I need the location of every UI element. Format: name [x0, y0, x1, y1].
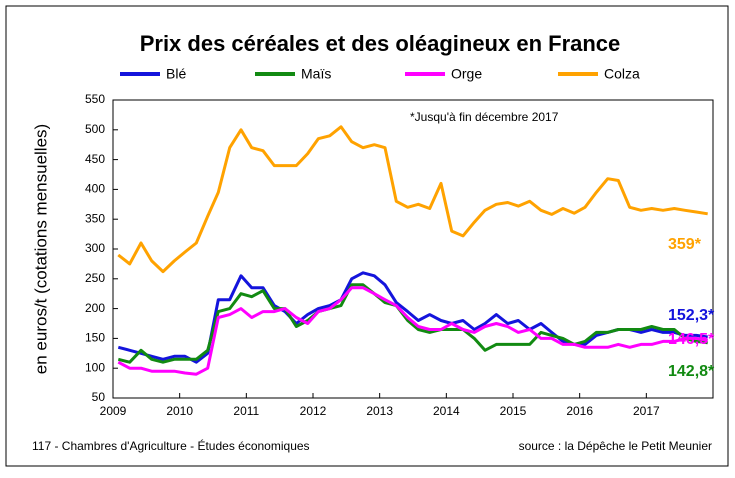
footer-right: source : la Dépêche le Petit Meunier [519, 439, 712, 453]
x-tick-label: 2013 [366, 404, 393, 418]
legend-label: Maïs [301, 66, 331, 82]
y-tick-label: 550 [85, 92, 105, 106]
x-tick-label: 2012 [300, 404, 327, 418]
series-line [117, 283, 708, 364]
end-label: 359* [668, 236, 702, 253]
legend-label: Colza [604, 66, 640, 82]
annotation: *Jusqu'à fin décembre 2017 [410, 110, 559, 124]
y-tick-label: 400 [85, 182, 105, 196]
footer-left: 117 - Chambres d'Agriculture - Études éc… [32, 438, 310, 453]
x-tick-label: 2009 [100, 404, 127, 418]
end-label: 152,3* [668, 307, 715, 324]
y-tick-label: 300 [85, 241, 105, 255]
x-tick-label: 2016 [566, 404, 593, 418]
end-label: 146,5* [668, 331, 715, 348]
y-tick-label: 200 [85, 301, 105, 315]
series-line [117, 286, 708, 376]
chart-title: Prix des céréales et des oléagineux en F… [140, 31, 621, 56]
series-line [117, 125, 708, 274]
x-tick-label: 2015 [500, 404, 527, 418]
y-tick-label: 500 [85, 122, 105, 136]
legend-label: Orge [451, 66, 482, 82]
y-tick-label: 250 [85, 271, 105, 285]
y-tick-label: 350 [85, 211, 105, 225]
x-tick-label: 2010 [166, 404, 193, 418]
y-tick-label: 100 [85, 360, 105, 374]
end-label: 142,8* [668, 363, 715, 380]
x-tick-label: 2011 [233, 404, 259, 418]
x-tick-label: 2017 [633, 404, 660, 418]
y-tick-label: 450 [85, 152, 105, 166]
frame [5, 5, 729, 467]
legend-label: Blé [166, 66, 186, 82]
y-tick-label: 150 [85, 331, 105, 345]
x-tick-label: 2014 [433, 404, 460, 418]
y-tick-label: 50 [92, 390, 106, 404]
y-axis-label: en euros/t (cotations mensuelles) [31, 124, 50, 374]
